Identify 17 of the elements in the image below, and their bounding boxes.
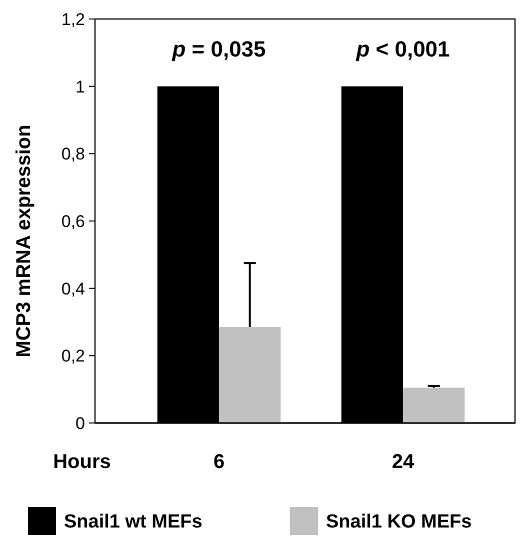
y-tick-label: 0,6 [61,212,85,231]
annotation: p < 0,001 [355,36,450,62]
y-tick-label: 0,8 [61,144,85,164]
x-tick-label: 6 [213,451,225,473]
y-tick-label: 1,2 [61,10,85,29]
bar [403,388,465,423]
legend-label: Snail1 wt MEFs [64,512,202,533]
y-tick-label: 0 [76,414,85,433]
x-tick-label: 24 [392,451,415,473]
bar [219,327,281,423]
annotation: p = 0,035 [171,36,266,62]
x-axis-title: Hours [53,451,111,473]
y-axis-title: MCP3 mRNA expression [13,124,35,358]
y-tick-label: 1 [76,77,85,96]
y-tick-label: 0,2 [61,346,85,366]
y-tick-label: 0,4 [61,279,85,298]
legend-label: Snail1 KO MEFs [326,512,472,533]
